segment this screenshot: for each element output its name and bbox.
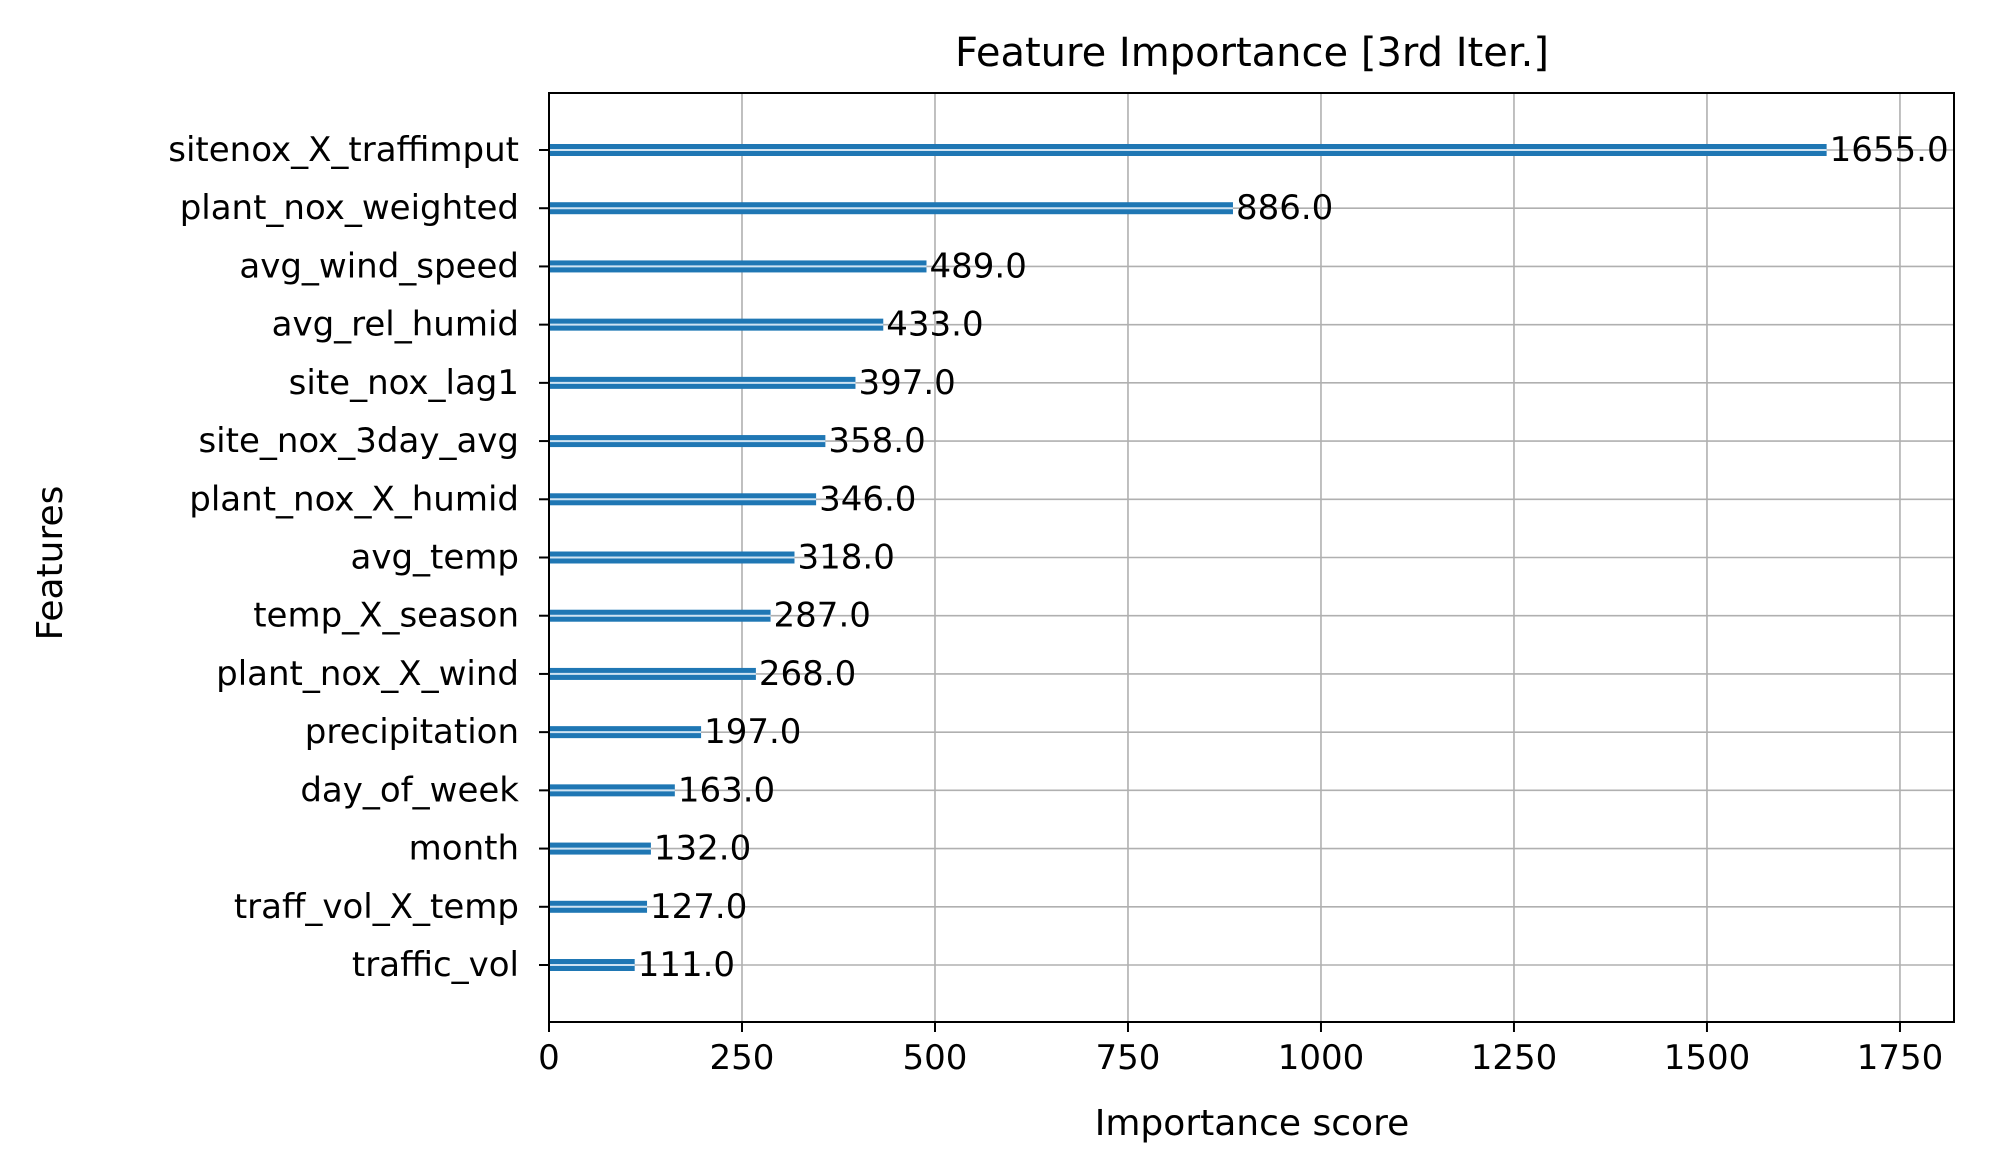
y-tick-label: month (409, 829, 519, 869)
bar-value-label: 287.0 (774, 596, 871, 636)
bar-value-label: 111.0 (638, 945, 735, 985)
x-tick-label: 0 (538, 1038, 560, 1078)
y-tick-label: plant_nox_X_humid (189, 479, 519, 519)
bar-value-label: 163.0 (678, 770, 775, 810)
x-tick-label: 500 (903, 1038, 968, 1078)
y-tick-label: site_nox_3day_avg (198, 421, 519, 461)
y-tick-label: avg_temp (351, 538, 520, 578)
bar-value-label: 358.0 (828, 421, 925, 461)
y-tick-label: temp_X_season (253, 596, 519, 636)
bar-value-label: 489.0 (929, 246, 1026, 286)
bar-value-label: 433.0 (886, 305, 983, 345)
y-tick-label: avg_rel_humid (272, 305, 519, 345)
y-tick-label: avg_wind_speed (239, 246, 519, 286)
x-axis-label: Importance score (1095, 1103, 1409, 1144)
bar-value-label: 1655.0 (1830, 130, 1949, 170)
y-tick-label: traffic_vol (352, 945, 519, 985)
plot-frame (548, 92, 1955, 1023)
y-tick-label: traff_vol_X_temp (234, 887, 519, 927)
x-tick-label: 1000 (1278, 1038, 1365, 1078)
value-labels: 1655.0 886.0 489.0 433.0 397.0 358.0 346.0 318.… (638, 130, 1949, 985)
y-tick-label: day_of_week (300, 770, 519, 810)
bar-value-label: 346.0 (819, 479, 916, 519)
y-axis-label: Features (30, 486, 71, 641)
chart-title: Feature Importance [3rd Iter.] (955, 30, 1549, 76)
bar-value-label: 397.0 (858, 363, 955, 403)
x-tick-label: 1500 (1664, 1038, 1751, 1078)
y-tick-label: plant_nox_weighted (180, 188, 519, 228)
bars (549, 144, 1827, 971)
bar-value-label: 318.0 (797, 538, 894, 578)
bar-value-label: 132.0 (654, 829, 751, 869)
bar-value-label: 127.0 (650, 887, 747, 927)
y-tick-label: sitenox_X_traffimput (168, 130, 519, 170)
bar-value-label: 268.0 (759, 654, 856, 694)
y-tick-label: plant_nox_X_wind (216, 654, 519, 694)
x-tick-label: 1750 (1857, 1038, 1944, 1078)
x-tick-label: 250 (710, 1038, 775, 1078)
x-ticks: 0 250 500 750 1000 1250 1500 1750 (538, 1022, 1943, 1078)
x-tick-label: 750 (1096, 1038, 1161, 1078)
bar-value-label: 197.0 (704, 712, 801, 752)
y-tick-label: site_nox_lag1 (289, 363, 519, 403)
x-tick-label: 1250 (1471, 1038, 1558, 1078)
bar-value-label: 886.0 (1236, 188, 1333, 228)
y-ticks: sitenox_X_traffimput plant_nox_weightedav… (168, 130, 549, 985)
y-tick-label: precipitation (305, 712, 519, 752)
